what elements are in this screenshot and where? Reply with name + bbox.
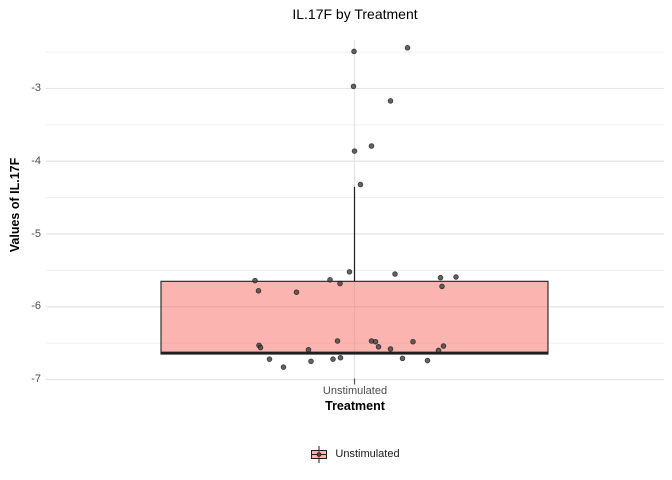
data-point xyxy=(257,344,264,351)
data-point xyxy=(334,338,341,344)
data-point xyxy=(293,289,300,295)
data-point xyxy=(439,283,445,290)
data-point xyxy=(410,338,416,345)
y-tick-label: -4 xyxy=(31,154,41,167)
x-tick-label-unstimulated: Unstimulated xyxy=(322,385,388,397)
data-point xyxy=(375,344,382,350)
data-point xyxy=(266,356,273,362)
data-point xyxy=(437,274,444,281)
data-point xyxy=(330,356,336,362)
data-point xyxy=(351,48,357,55)
y-tick-label: -5 xyxy=(31,227,41,240)
data-point xyxy=(346,269,353,275)
data-point xyxy=(387,346,394,352)
data-point xyxy=(357,181,364,188)
data-point xyxy=(372,338,379,345)
legend: Unstimulated xyxy=(38,444,672,464)
data-point xyxy=(308,358,314,365)
data-point xyxy=(368,143,375,149)
data-point xyxy=(387,98,394,104)
legend-key-point xyxy=(317,451,322,457)
data-point xyxy=(350,83,357,90)
box xyxy=(160,280,549,355)
data-point xyxy=(351,148,358,154)
data-point xyxy=(404,45,411,51)
legend-label: Unstimulated xyxy=(335,448,400,460)
data-point xyxy=(252,277,258,284)
data-point xyxy=(392,271,398,277)
x-axis-title: Treatment xyxy=(325,399,385,413)
data-point xyxy=(453,274,459,280)
data-point xyxy=(337,280,343,287)
data-point xyxy=(435,347,442,354)
chart-title: IL.17F by Treatment xyxy=(292,6,418,22)
data-point xyxy=(424,357,431,364)
data-point xyxy=(327,277,333,283)
data-point xyxy=(337,354,344,361)
data-point xyxy=(280,364,287,370)
y-tick-label: -3 xyxy=(31,82,41,95)
data-point xyxy=(255,288,262,294)
data-point xyxy=(305,346,312,353)
y-axis-tick-labels: -3 -4 -5 -6 -7 xyxy=(0,0,41,480)
data-point xyxy=(440,343,447,349)
legend-key-boxplot-glyph xyxy=(311,445,328,463)
y-tick-label: -7 xyxy=(31,373,41,386)
y-tick-label: -6 xyxy=(31,300,41,313)
data-point xyxy=(399,355,406,362)
